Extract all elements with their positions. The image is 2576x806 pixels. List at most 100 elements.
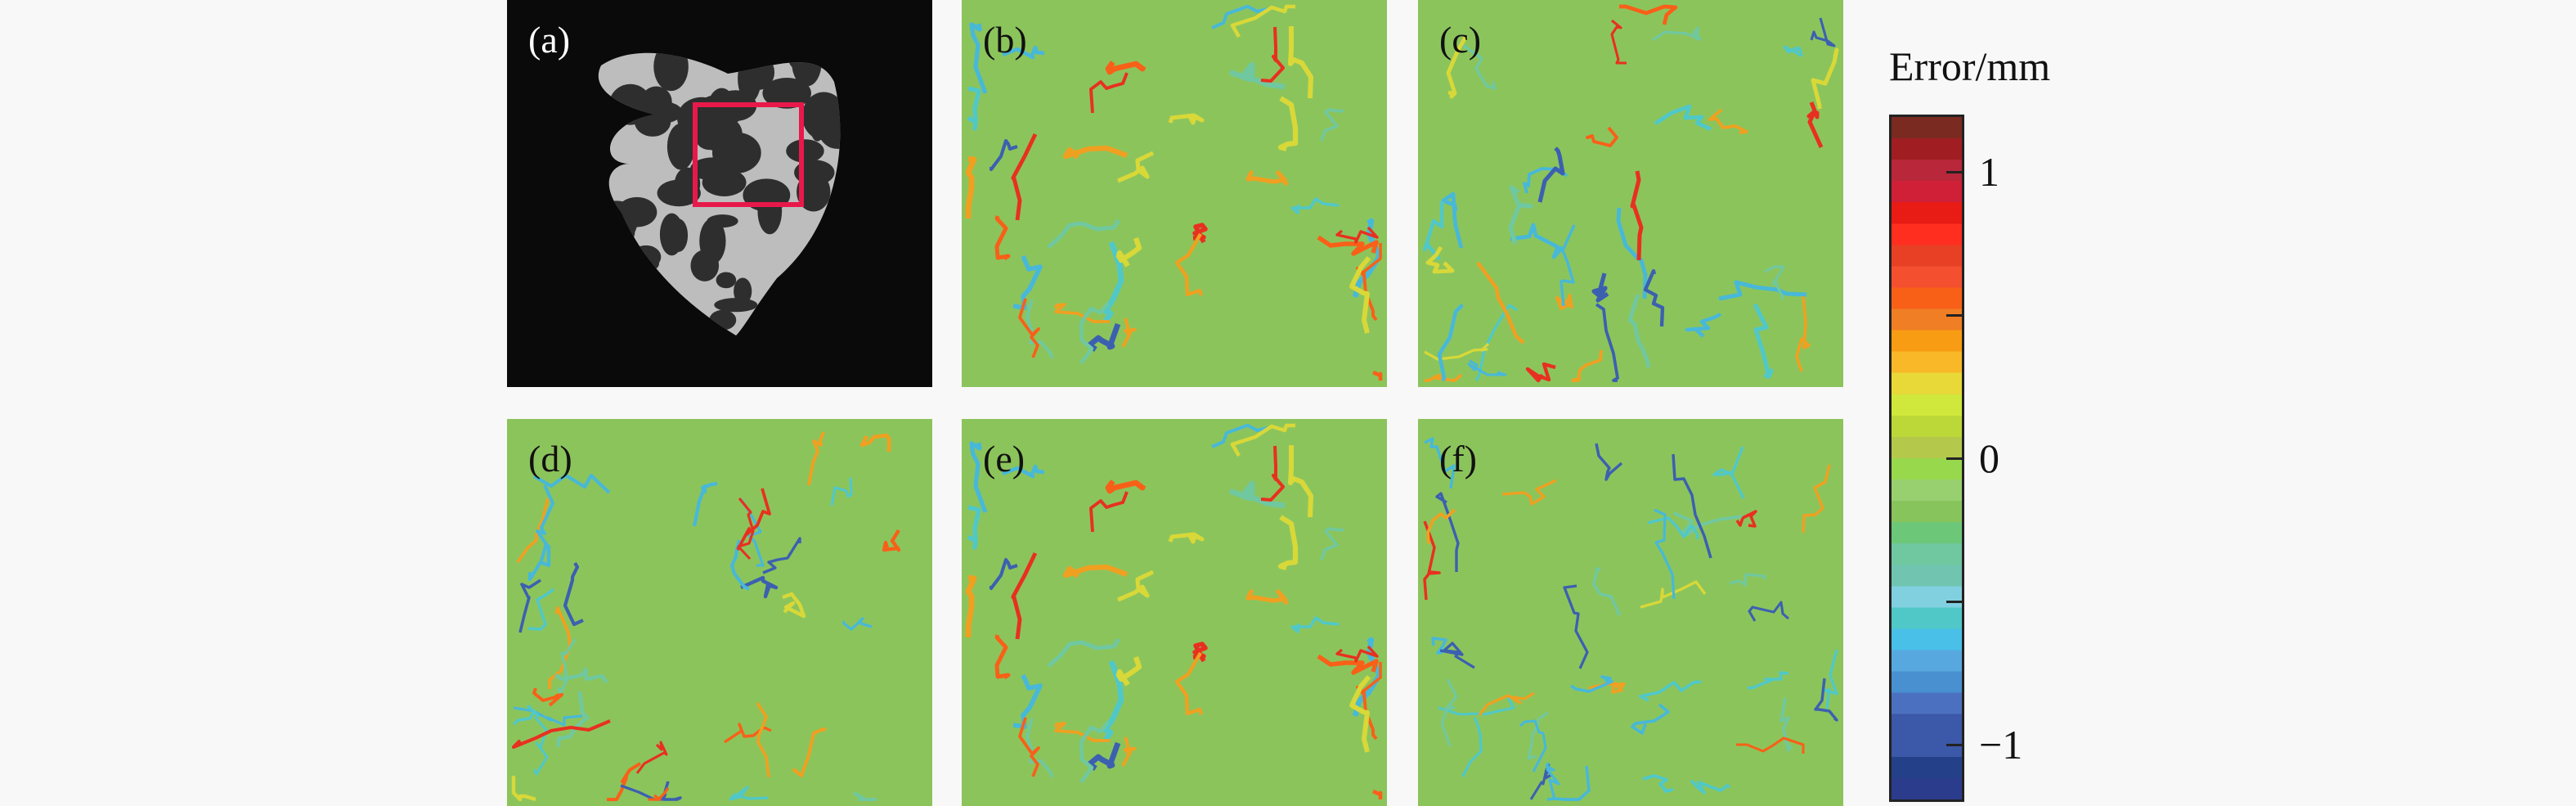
speckle-dot: [689, 157, 736, 181]
error-streak: [1545, 762, 1560, 800]
error-streak: [1079, 301, 1110, 365]
error-streak: [1011, 133, 1038, 221]
error-streak: [511, 719, 611, 750]
error-streak: [1560, 224, 1576, 307]
error-streak: [1630, 170, 1644, 261]
speckle-dot: [820, 286, 841, 300]
error-streak: [557, 638, 577, 695]
error-streak: [1320, 108, 1344, 142]
error-streak: [1245, 169, 1290, 187]
panel-b: (b): [962, 0, 1387, 387]
error-streak: [1525, 362, 1556, 383]
error-streak: [554, 667, 608, 684]
error-streak: [1115, 656, 1142, 687]
error-streak: [965, 155, 977, 218]
error-streak: [1569, 675, 1613, 693]
error-streak: [1121, 317, 1137, 348]
error-streak: [648, 787, 670, 801]
error-streak: [1439, 642, 1475, 669]
error-streak: [1168, 113, 1205, 125]
colorbar-tick-label: −1: [1979, 722, 2023, 768]
error-streak: [740, 575, 779, 599]
error-streak: [1446, 34, 1469, 99]
panel-label-b: (b): [983, 19, 1027, 61]
speckle-dot: [657, 179, 701, 207]
error-streak: [1718, 280, 1807, 301]
error-streak: [1747, 671, 1789, 690]
error-streak: [1192, 223, 1208, 244]
error-streak: [527, 542, 551, 582]
error-streak: [1508, 185, 1533, 245]
error-streak: [736, 488, 771, 551]
error-streak: [969, 441, 988, 513]
error-streak: [1260, 26, 1286, 83]
error-streak: [1211, 424, 1268, 448]
error-streak: [792, 727, 827, 777]
error-streak: [1685, 312, 1722, 338]
colorbar-tick: [1946, 601, 1964, 603]
error-streak: [1335, 226, 1379, 244]
error-streak: [1062, 564, 1129, 579]
speckle-dot: [714, 298, 758, 313]
error-streak: [1423, 520, 1441, 601]
error-streak: [1228, 480, 1286, 509]
error-streak: [1317, 235, 1379, 256]
panel-label-a: (a): [528, 19, 571, 61]
error-streak: [1025, 718, 1054, 778]
error-streak: [1168, 532, 1205, 544]
error-streak: [1211, 5, 1268, 29]
speckle-dot: [729, 52, 770, 59]
error-streak: [1672, 453, 1712, 559]
error-streak: [1478, 691, 1535, 716]
error-streak: [1435, 492, 1460, 572]
error-streak: [852, 791, 877, 802]
speckle-dot: [762, 78, 811, 109]
error-streak: [1652, 26, 1702, 42]
error-streak: [518, 579, 541, 633]
speckle-dot: [598, 304, 621, 322]
error-streak: [1117, 151, 1155, 183]
error-streak: [1654, 508, 1676, 600]
error-streak: [1425, 245, 1455, 274]
speckle-dot: [598, 314, 631, 335]
speckle-dot: [707, 214, 738, 228]
error-streak: [729, 786, 769, 801]
error-streak: [662, 781, 682, 801]
error-streak: [1441, 191, 1464, 249]
error-streak: [635, 741, 668, 774]
speckle-dot: [827, 241, 841, 284]
error-streak: [1115, 237, 1142, 268]
speckle-dot: [716, 272, 737, 289]
error-streak: [859, 433, 891, 452]
error-streak: [1102, 241, 1124, 324]
error-streak: [1431, 637, 1447, 655]
error-streak: [1117, 570, 1155, 602]
error-streak: [807, 431, 825, 486]
error-streak: [1121, 736, 1137, 767]
panel-label-f: (f): [1439, 438, 1477, 480]
panel-e: (e): [962, 419, 1387, 806]
error-streak: [1474, 304, 1518, 381]
error-streak: [1537, 146, 1565, 203]
error-streak: [1089, 72, 1129, 114]
error-streak: [532, 687, 563, 707]
error-streak: [1437, 304, 1464, 382]
error-streak: [1438, 697, 1515, 716]
speckle-dot: [598, 52, 614, 65]
error-streak: [1054, 303, 1110, 323]
error-streak: [965, 574, 977, 637]
error-streak: [1458, 41, 1497, 90]
error-streak: [1018, 717, 1040, 777]
speckle-dot: [810, 328, 841, 335]
colorbar-tick: [1946, 171, 1964, 173]
error-streak: [511, 775, 536, 802]
panel-c: (c): [1418, 0, 1843, 387]
error-streak: [1735, 510, 1757, 528]
speckle-dot: [598, 220, 603, 265]
speckle-dot: [792, 52, 822, 87]
error-streak: [1510, 223, 1564, 259]
error-streak: [967, 86, 981, 131]
error-streak: [1440, 678, 1458, 747]
error-streak: [1317, 654, 1379, 675]
speckle-dot: [824, 202, 841, 225]
